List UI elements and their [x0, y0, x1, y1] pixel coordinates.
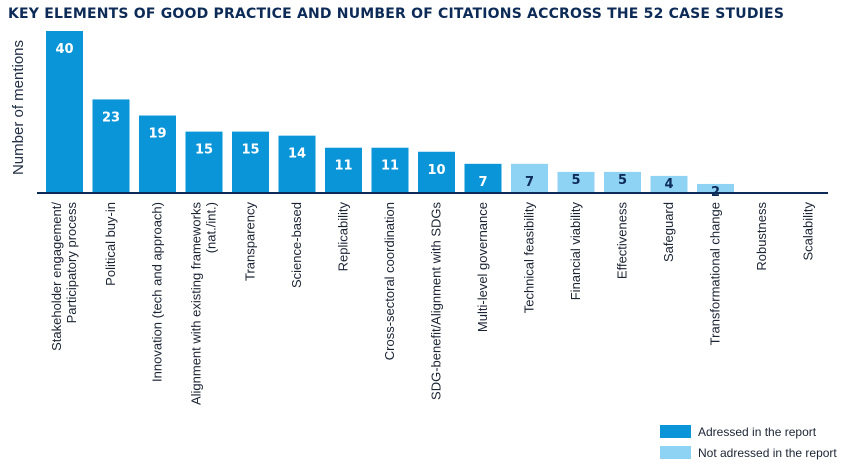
- y-axis-label: Number of mentions: [10, 40, 27, 175]
- bar: [371, 147, 409, 192]
- bar-value-label: 7: [478, 175, 487, 190]
- category-label: Scalability: [801, 202, 816, 261]
- category-label: Replicability: [336, 202, 351, 272]
- bar-value-label: 5: [571, 173, 580, 188]
- bar: [139, 115, 176, 192]
- category-label: Science-based: [289, 202, 304, 288]
- category-label: SDG-benefit/Alignment with SDGs: [429, 202, 444, 400]
- legend-label: Not adressed in the report: [698, 446, 837, 460]
- bar: [650, 175, 688, 192]
- bar: [697, 183, 734, 192]
- bar-value-label: 7: [525, 175, 534, 190]
- legend-swatch: [660, 425, 691, 438]
- category-label: Alignment with existing frameworks: [189, 202, 204, 406]
- category-label: Transformational change: [708, 202, 723, 345]
- legend-label: Adressed in the report: [698, 425, 817, 439]
- bar: [464, 163, 502, 192]
- category-label: Transparency: [243, 202, 258, 281]
- chart-title: KEY ELEMENTS OF GOOD PRACTICE AND NUMBER…: [8, 6, 785, 22]
- bar-value-label: 11: [334, 159, 352, 174]
- bar: [278, 135, 316, 192]
- bar: [418, 151, 455, 192]
- category-label: Innovation (tech and approach): [150, 202, 165, 382]
- category-label: Robustness: [754, 202, 769, 271]
- category-label: Effectiveness: [615, 202, 630, 280]
- bar: [185, 131, 223, 192]
- bar: [557, 171, 595, 192]
- category-label: Political buy-in: [103, 202, 118, 286]
- category-label: Safeguard: [661, 202, 676, 262]
- bar: [232, 131, 269, 192]
- category-label: Technical feasibility: [522, 202, 537, 314]
- bar: [46, 31, 83, 192]
- bar-value-label: 10: [427, 163, 445, 178]
- category-label: Participatory process: [64, 202, 79, 324]
- category-label: Cross-sectoral coordination: [382, 202, 397, 360]
- bar: [92, 99, 130, 192]
- category-label: Financial viability: [568, 202, 583, 301]
- category-label: (nat./int.): [204, 202, 219, 253]
- bar-value-label: 19: [148, 127, 166, 142]
- bar: [604, 171, 641, 192]
- category-label: Stakeholder engagement/: [49, 202, 64, 351]
- bar-value-label: 4: [664, 177, 673, 192]
- category-label: Multi-level governance: [475, 202, 490, 332]
- legend-swatch: [660, 446, 691, 459]
- bar: [511, 163, 548, 192]
- bar: [325, 147, 362, 192]
- bar-value-label: 40: [55, 42, 73, 57]
- bar-value-label: 14: [288, 147, 306, 162]
- bar-value-label: 11: [381, 159, 399, 174]
- bar-value-label: 15: [195, 143, 213, 158]
- bar-value-label: 15: [241, 143, 259, 158]
- bar-value-label: 23: [102, 110, 120, 125]
- bar-value-label: 5: [618, 173, 627, 188]
